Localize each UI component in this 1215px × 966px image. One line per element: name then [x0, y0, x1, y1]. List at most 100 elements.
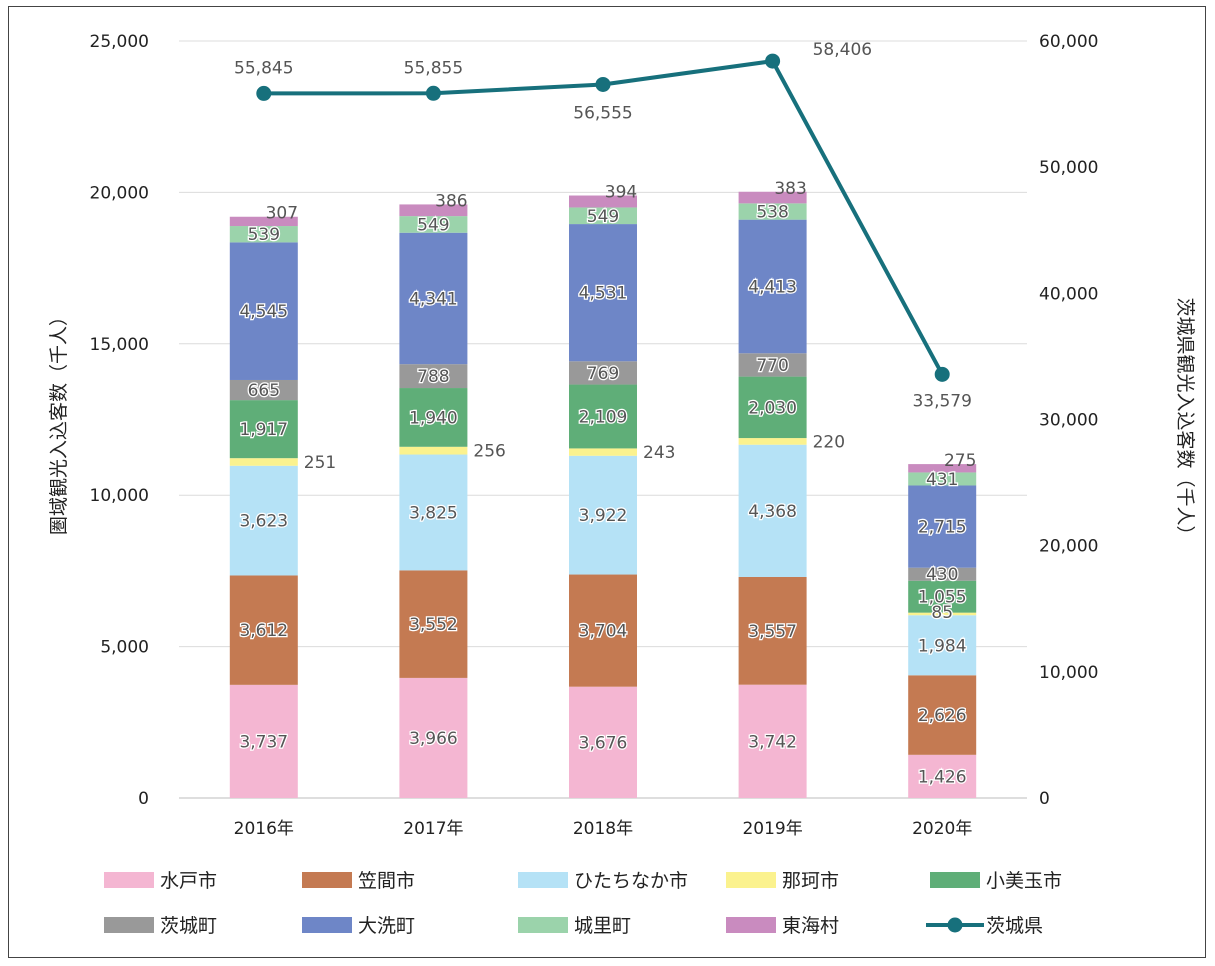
axes: 圏域観光入込客数（千人） 茨城県観光入込客数（千人） 0 5,000 10,000 1… — [48, 32, 1196, 839]
y-tick-label-right: 50,000 — [1039, 158, 1098, 178]
bar-segment — [738, 576, 807, 685]
y-tick-label-right: 20,000 — [1039, 537, 1098, 557]
bar-data-label: 251 — [304, 453, 336, 473]
bar-data-label: 549 — [417, 215, 449, 235]
bar-data-label: 4,341 — [409, 289, 458, 309]
bar-segment — [908, 472, 977, 486]
bar-segment — [399, 446, 468, 455]
bar-data-label: 4,413 — [748, 277, 797, 297]
legend-label: 小美玉市 — [986, 870, 1062, 892]
bar-segment — [738, 438, 807, 445]
legend-swatch — [518, 917, 568, 933]
legend-swatch — [302, 917, 352, 933]
y-tick-label-right: 40,000 — [1039, 284, 1098, 304]
bar-segment — [399, 570, 468, 678]
bar-data-label: 2,030 — [748, 398, 797, 418]
bar-data-label: 2,715 — [918, 518, 967, 538]
bar-segment — [569, 361, 637, 385]
bar-segment — [908, 615, 977, 676]
bar-segment — [738, 203, 807, 220]
prefecture-line: 55,845 55,855 56,555 58,406 33,579 — [234, 40, 972, 411]
bar-data-label: 3,552 — [409, 615, 458, 635]
y-tick-label-left: 20,000 — [90, 183, 149, 203]
x-tick-label: 2019年 — [742, 819, 802, 839]
y-axis-label-left: 圏域観光入込客数（千人） — [48, 307, 70, 535]
bar-segment — [908, 612, 977, 616]
bar-data-label: 1,940 — [409, 408, 458, 428]
bar-data-label: 431 — [926, 470, 958, 490]
bar-data-label: 394 — [605, 183, 637, 203]
bar-data-label: 383 — [774, 179, 806, 199]
legend-swatch — [302, 872, 352, 888]
bar-data-label: 3,742 — [748, 732, 797, 752]
bar-data-label: 769 — [587, 364, 619, 384]
bar-data-label: 1,426 — [918, 767, 967, 787]
bar-segment — [229, 216, 298, 227]
line-data-label: 33,579 — [912, 391, 971, 411]
line-data-label: 56,555 — [573, 103, 632, 123]
bar-segment — [738, 684, 807, 798]
line-point — [934, 366, 950, 382]
bar-data-label: 4,368 — [748, 502, 797, 522]
bar-data-label: 1,917 — [239, 420, 288, 440]
bar-segment — [229, 684, 298, 798]
bar-data-label: 3,623 — [239, 512, 288, 532]
line-point — [765, 53, 781, 69]
legend-label: 水戸市 — [160, 870, 217, 892]
bar-segment — [399, 677, 468, 798]
chart-frame: 3,737 3,612 3,623 251 1,917 665 4,545 539 307 3,9… — [8, 6, 1206, 958]
bar-segment — [229, 242, 298, 380]
legend-line-marker — [947, 917, 963, 933]
y-axis-label-right: 茨城県観光入込客数（千人） — [1174, 297, 1196, 544]
legend-swatch — [104, 917, 154, 933]
legend-label: 城里町 — [574, 915, 631, 937]
bar-segment — [908, 675, 977, 755]
bar-segment — [399, 204, 468, 217]
bar-data-label: 275 — [944, 451, 976, 471]
x-tick-label: 2016年 — [234, 819, 294, 839]
stacked-bars — [229, 191, 977, 798]
legend-swatch — [104, 872, 154, 888]
bar-segment — [229, 226, 298, 243]
bar-data-label: 256 — [473, 442, 505, 462]
bar-segment — [229, 379, 298, 401]
bar-data-label: 1,984 — [918, 636, 967, 656]
bar-segment — [569, 224, 637, 362]
y-tick-label-right: 60,000 — [1039, 32, 1098, 52]
x-tick-label: 2020年 — [912, 819, 972, 839]
bar-segment — [908, 567, 977, 581]
legend-label: 茨城県 — [986, 915, 1043, 937]
bar-segment — [569, 448, 637, 456]
bar-data-label: 3,966 — [409, 729, 458, 749]
bar-segment — [569, 384, 637, 449]
bar-segment — [738, 353, 807, 377]
legend-swatch — [518, 872, 568, 888]
bar-data-label: 3,922 — [579, 506, 628, 526]
legend-swatch — [726, 917, 776, 933]
bar-data-label: 770 — [756, 356, 788, 376]
bar-segment — [738, 376, 807, 439]
y-tick-label-left: 10,000 — [90, 486, 149, 506]
legend-label: 笠間市 — [358, 870, 415, 892]
y-tick-label-right: 30,000 — [1039, 411, 1098, 431]
legend-label: 大洗町 — [358, 915, 415, 937]
line-point — [425, 85, 441, 101]
bar-data-label: 85 — [931, 603, 953, 623]
bar-data-label: 3,825 — [409, 503, 458, 523]
bar-data-label: 3,737 — [239, 732, 288, 752]
x-tick-label: 2017年 — [403, 819, 463, 839]
legend-swatch — [930, 872, 980, 888]
y-tick-label-right: 0 — [1039, 789, 1050, 809]
bar-data-label: 3,704 — [579, 622, 628, 642]
bar-data-label: 3,676 — [579, 733, 628, 753]
bar-data-label: 538 — [756, 203, 788, 223]
line-data-label: 55,845 — [234, 58, 293, 78]
y-tick-label-left: 0 — [138, 789, 149, 809]
line-point — [256, 85, 272, 101]
bar-segment — [908, 464, 977, 473]
bar-data-label: 386 — [435, 191, 467, 211]
bar-segment — [908, 485, 977, 568]
bar-segment — [399, 216, 468, 233]
